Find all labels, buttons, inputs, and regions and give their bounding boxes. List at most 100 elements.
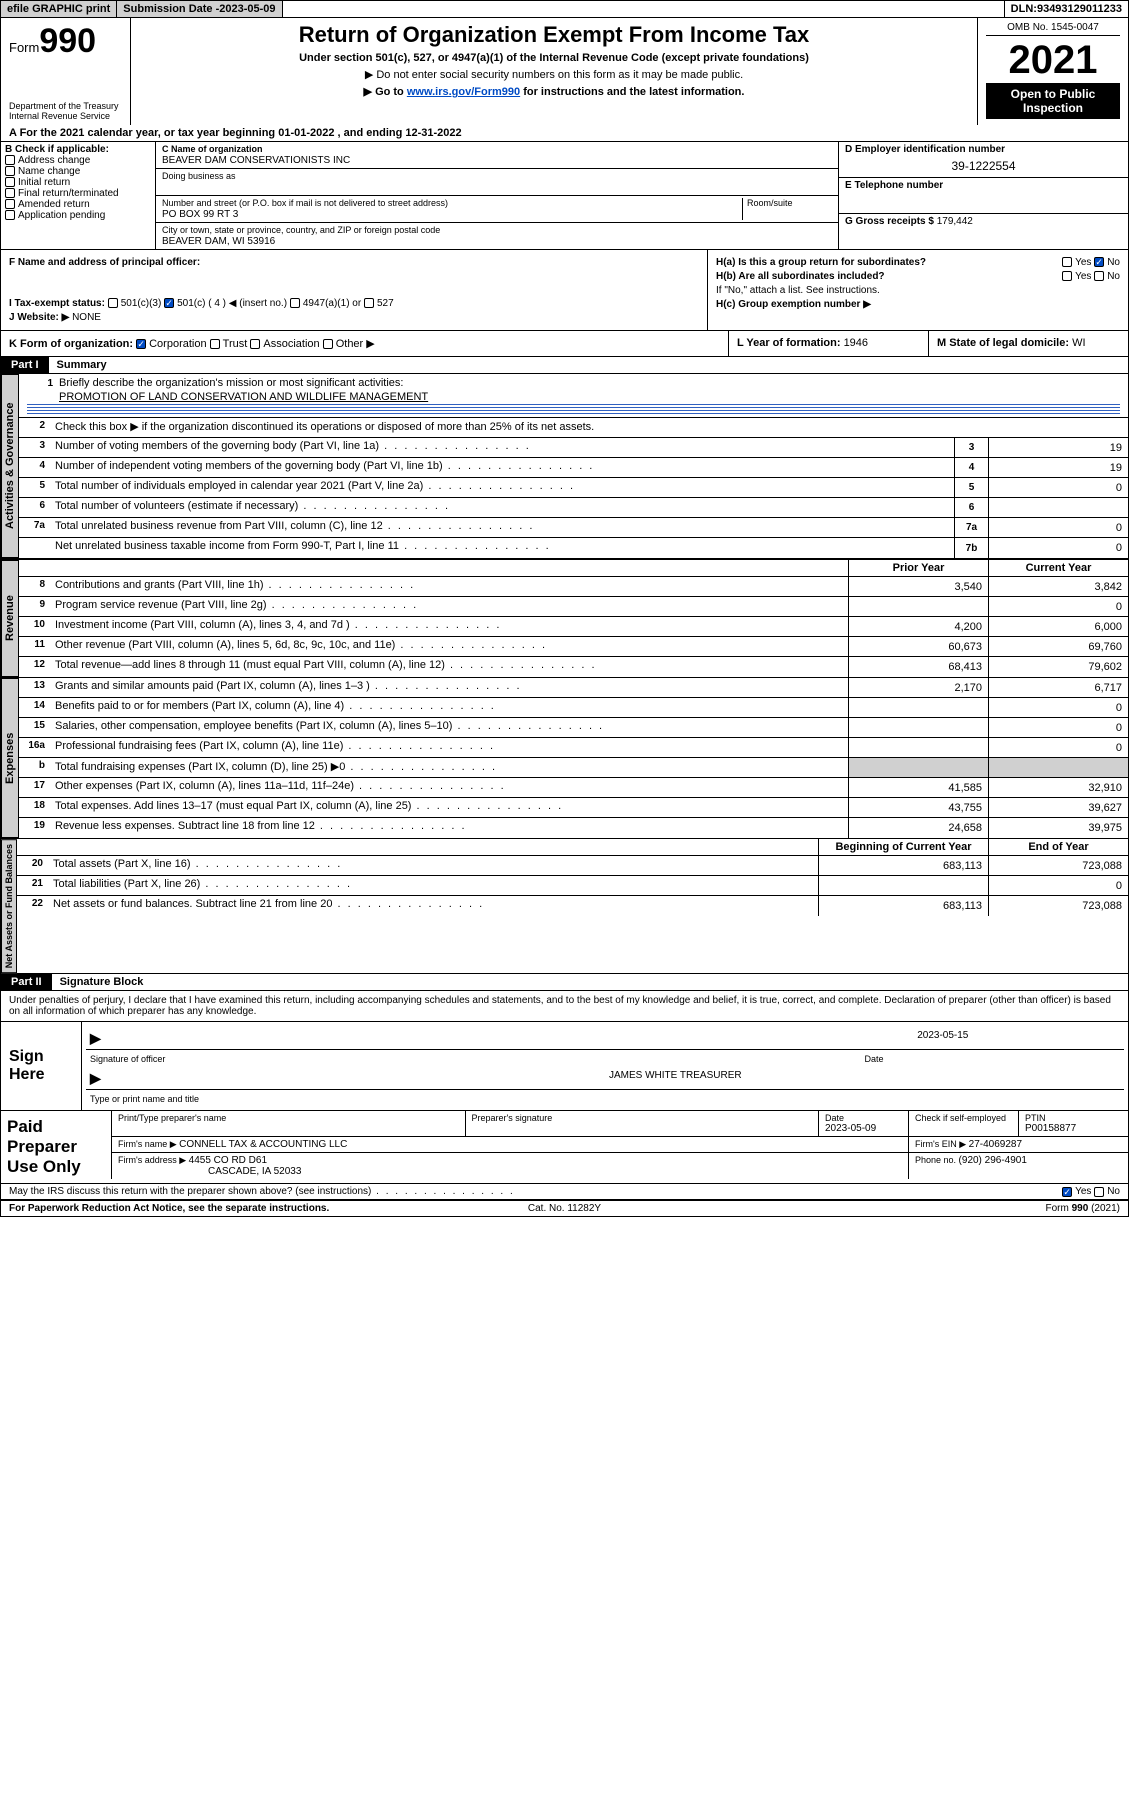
header-sub3: ▶ Go to www.irs.gov/Form990 for instruct…	[139, 85, 969, 98]
prior-value: 683,113	[818, 896, 988, 916]
firm-addr2: CASCADE, IA 52033	[118, 1166, 301, 1177]
line-text: Revenue less expenses. Subtract line 18 …	[51, 818, 848, 838]
checkbox-527[interactable]	[364, 298, 374, 308]
line-text: Grants and similar amounts paid (Part IX…	[51, 678, 848, 697]
kb-other[interactable]	[323, 339, 333, 349]
section-expenses: Expenses 13Grants and similar amounts pa…	[0, 677, 1129, 838]
box-l: L Year of formation: 1946	[728, 331, 928, 356]
website: NONE	[72, 312, 101, 323]
prior-value	[848, 597, 988, 616]
kb-corp[interactable]	[136, 339, 146, 349]
checkbox-501c[interactable]	[164, 298, 174, 308]
header-sub2: ▶ Do not enter social security numbers o…	[139, 68, 969, 81]
hb-no[interactable]	[1094, 271, 1104, 281]
box-d: D Employer identification number39-12225…	[839, 142, 1128, 178]
line-value: 0	[988, 538, 1128, 558]
kb-assoc[interactable]	[250, 339, 260, 349]
sign-here-block: Sign Here ▶ 2023-05-15 Signature of offi…	[0, 1022, 1129, 1111]
line-text: Program service revenue (Part VIII, line…	[51, 597, 848, 616]
efile-button[interactable]: efile GRAPHIC print	[1, 1, 117, 17]
vtab-revenue: Revenue	[1, 560, 19, 677]
section-activities: Activities & Governance 1Briefly describ…	[0, 374, 1129, 558]
officer-sig-label: Signature of officer	[86, 1052, 861, 1066]
line-box: 5	[954, 478, 988, 497]
line-value: 0	[988, 478, 1128, 497]
hb-label: H(b) Are all subordinates included?	[716, 271, 885, 282]
pra-notice: For Paperwork Reduction Act Notice, see …	[9, 1203, 379, 1214]
section-revenue: Revenue Prior Year Current Year 8Contrib…	[0, 558, 1129, 677]
discuss-no[interactable]	[1094, 1187, 1104, 1197]
prior-value	[848, 718, 988, 737]
header-sub1: Under section 501(c), 527, or 4947(a)(1)…	[139, 52, 969, 64]
hb-yes[interactable]	[1062, 271, 1072, 281]
dept-treasury: Department of the Treasury	[9, 101, 122, 111]
phone-label: Phone no.	[915, 1155, 959, 1165]
line-value: 19	[988, 458, 1128, 477]
self-employed-label: Check if self-employed	[915, 1113, 1006, 1123]
line-text: Total number of volunteers (estimate if …	[51, 498, 954, 517]
ha-no[interactable]	[1094, 257, 1104, 267]
checkbox-amended-return[interactable]	[5, 199, 15, 209]
irs-discuss-row: May the IRS discuss this return with the…	[0, 1184, 1129, 1200]
sign-date: 2023-05-15	[913, 1028, 1124, 1049]
current-value: 0	[988, 597, 1128, 616]
current-value: 79,602	[988, 657, 1128, 677]
prior-value: 41,585	[848, 778, 988, 797]
firm-ein-label: Firm's EIN ▶	[915, 1139, 969, 1149]
prior-value: 4,200	[848, 617, 988, 636]
line-box: 3	[954, 438, 988, 457]
addr-label: Number and street (or P.O. box if mail i…	[162, 198, 448, 208]
officer-name: JAMES WHITE TREASURER	[605, 1068, 1124, 1089]
line-text: Total expenses. Add lines 13–17 (must eq…	[51, 798, 848, 817]
current-value: 39,975	[988, 818, 1128, 838]
current-value	[988, 758, 1128, 777]
current-value: 39,627	[988, 798, 1128, 817]
section-netassets: Net Assets or Fund Balances Beginning of…	[0, 838, 1129, 974]
open-public-badge: Open to Public Inspection	[986, 83, 1120, 119]
city-label: City or town, state or province, country…	[162, 225, 440, 235]
discuss-yes[interactable]	[1062, 1187, 1072, 1197]
line-text: Net unrelated business taxable income fr…	[51, 538, 954, 558]
prior-value	[848, 698, 988, 717]
checkbox-initial-return[interactable]	[5, 177, 15, 187]
prior-value: 43,755	[848, 798, 988, 817]
part2-title: Signature Block	[52, 974, 152, 990]
irs-link[interactable]: www.irs.gov/Form990	[407, 86, 520, 98]
box-e: E Telephone number	[839, 178, 1128, 214]
ha-yes[interactable]	[1062, 257, 1072, 267]
officer-signature-field[interactable]	[297, 1028, 913, 1049]
officer-status-block: F Name and address of principal officer:…	[0, 250, 1129, 331]
checkbox-address-change[interactable]	[5, 155, 15, 165]
prior-value: 2,170	[848, 678, 988, 697]
prep-name-label: Print/Type preparer's name	[118, 1113, 459, 1123]
checkbox-4947[interactable]	[290, 298, 300, 308]
tax-year-line: A For the 2021 calendar year, or tax yea…	[0, 125, 1129, 142]
current-value: 3,842	[988, 577, 1128, 596]
ein: 39-1222554	[845, 159, 1122, 173]
paid-preparer-block: Paid Preparer Use Only Print/Type prepar…	[0, 1111, 1129, 1184]
line-box: 6	[954, 498, 988, 517]
prior-value	[848, 758, 988, 777]
line-text: Professional fundraising fees (Part IX, …	[51, 738, 848, 757]
org-name-label: C Name of organization	[162, 144, 263, 154]
line-text: Total fundraising expenses (Part IX, col…	[51, 758, 848, 777]
kb-trust[interactable]	[210, 339, 220, 349]
vtab-activities: Activities & Governance	[1, 374, 19, 558]
line-box: 7b	[954, 538, 988, 558]
current-value: 0	[988, 876, 1128, 895]
firm-ein: 27-4069287	[969, 1139, 1022, 1150]
part2-header: Part II Signature Block	[0, 974, 1129, 991]
checkbox-501c3[interactable]	[108, 298, 118, 308]
firm-addr-label: Firm's address ▶	[118, 1155, 189, 1165]
current-value: 723,088	[988, 896, 1128, 916]
line-text: Other expenses (Part IX, column (A), lin…	[51, 778, 848, 797]
checkbox-final-return-terminated[interactable]	[5, 188, 15, 198]
line-text: Number of voting members of the governin…	[51, 438, 954, 457]
checkbox-name-change[interactable]	[5, 166, 15, 176]
sign-here-label: Sign Here	[1, 1022, 81, 1110]
checkbox-application-pending[interactable]	[5, 210, 15, 220]
klm-block: K Form of organization: Corporation Trus…	[0, 331, 1129, 357]
line-box: 7a	[954, 518, 988, 537]
prep-sig-label: Preparer's signature	[472, 1113, 813, 1123]
col-boy: Beginning of Current Year	[818, 839, 988, 855]
